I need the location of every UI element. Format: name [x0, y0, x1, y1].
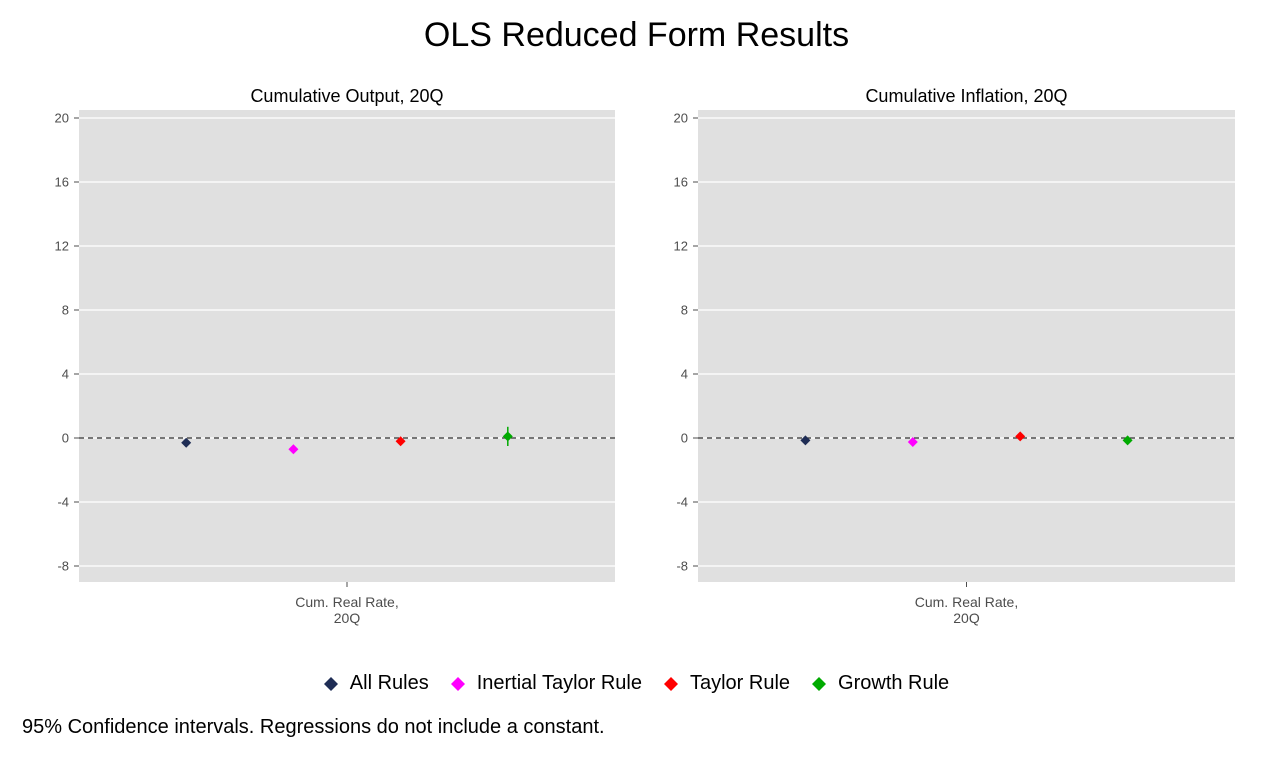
y-tick-label: 8: [62, 303, 69, 318]
legend-item: Growth Rule: [812, 672, 949, 695]
x-category-label: Cum. Real Rate,: [295, 594, 398, 610]
point-all-rules: [181, 437, 192, 448]
y-tick-label: -4: [57, 495, 69, 510]
x-category-label: Cum. Real Rate,: [915, 594, 1018, 610]
legend-label: Growth Rule: [838, 672, 950, 694]
y-tick-label: 0: [62, 431, 69, 446]
y-tick-label: 20: [55, 111, 69, 126]
y-tick-label: -8: [676, 559, 688, 574]
y-tick-label: 16: [55, 175, 69, 190]
y-tick-label: 8: [681, 303, 688, 318]
y-tick-label: 16: [674, 175, 688, 190]
point-growth-rule: [502, 431, 513, 442]
legend-item: Taylor Rule: [663, 672, 791, 695]
plot-background: [79, 110, 615, 582]
y-tick-label: 0: [681, 431, 688, 446]
legend-item: Inertial Taylor Rule: [450, 672, 642, 695]
caption: 95% Confidence intervals. Regressions do…: [22, 716, 605, 738]
legend-item: All Rules: [323, 672, 429, 695]
legend-diamond-icon: [663, 676, 678, 691]
y-tick-label: 12: [55, 239, 69, 254]
legend-diamond-icon: [812, 676, 827, 691]
panel-2: -8 -4 0 4 8 12 16 20 Cum. Real Rate,20Q Cumulativ…: [674, 86, 1235, 626]
y-tick-label: 20: [674, 111, 688, 126]
y-tick-label: -4: [676, 495, 688, 510]
legend-label: Taylor Rule: [689, 672, 791, 694]
legend-diamond-icon: [450, 676, 465, 691]
panel-title: Cumulative Output, 20Q: [250, 86, 443, 106]
x-category-label: 20Q: [334, 610, 361, 626]
legend: All Rules Inertial Taylor Rule Taylor Rule…: [0, 672, 1273, 695]
y-tick-label: 12: [674, 239, 688, 254]
y-tick-label: 4: [681, 367, 688, 382]
chart-title: OLS Reduced Form Results: [423, 16, 850, 54]
point-growth-rule: [1122, 435, 1133, 446]
point-all-rules: [800, 435, 811, 446]
y-tick-label: 4: [62, 367, 69, 382]
point-taylor-rule: [395, 436, 406, 447]
point-inertial-taylor-rule: [288, 444, 299, 455]
point-inertial-taylor-rule: [907, 437, 918, 447]
plot-background: [698, 110, 1235, 582]
panel-title: Cumulative Inflation, 20Q: [865, 86, 1067, 106]
legend-diamond-icon: [323, 676, 338, 691]
legend-label: All Rules: [349, 672, 429, 694]
legend-label: Inertial Taylor Rule: [476, 672, 642, 694]
y-tick-label: -8: [57, 559, 69, 574]
x-category-label: 20Q: [953, 610, 980, 626]
point-taylor-rule: [1015, 431, 1026, 442]
panel-1: -8 -4 0 4 8 12 16 20 Cum. Real Rate,20Q Cumulativ…: [55, 86, 615, 626]
